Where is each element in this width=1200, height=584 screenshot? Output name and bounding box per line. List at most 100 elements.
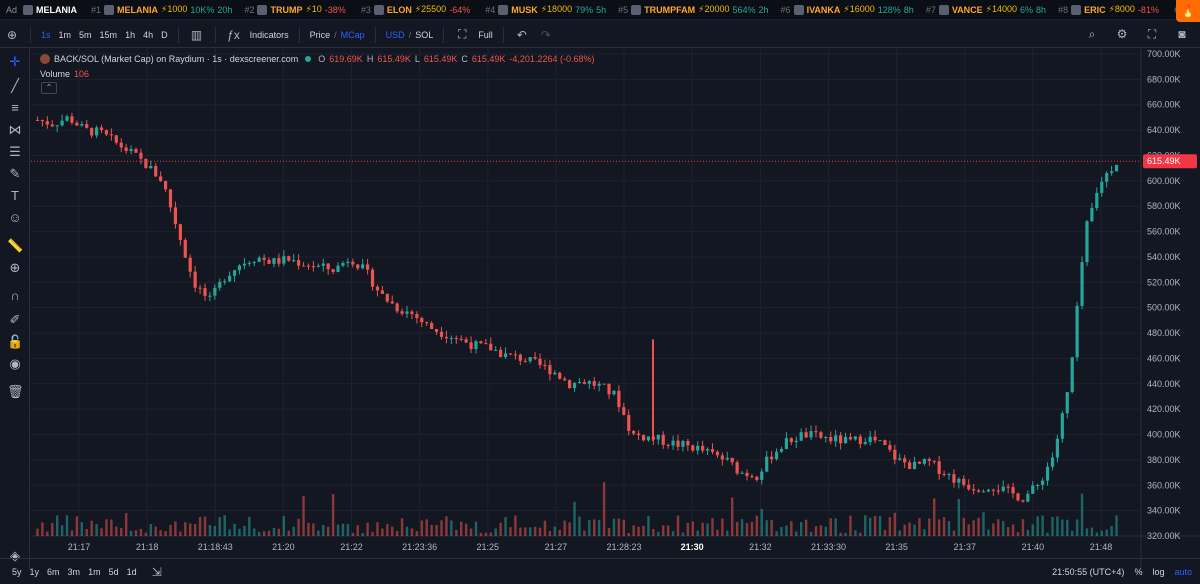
fire-icon[interactable]: 🔥 — [1176, 0, 1200, 22]
layers-icon[interactable]: ◈ — [10, 548, 20, 563]
ticker-item[interactable]: #1 MELANIA ⚡1000 10K% 20h — [91, 4, 232, 15]
trendline-icon[interactable]: ╱ — [11, 78, 19, 93]
volume-bar — [706, 523, 709, 536]
x-tick-label: 21:48 — [1090, 542, 1113, 552]
candle-body — [779, 449, 784, 452]
volume-bar — [647, 515, 650, 536]
fullscreen-expand-icon[interactable]: ⛶ — [1147, 26, 1157, 41]
horizontal-lines-icon[interactable]: ≡ — [11, 100, 19, 115]
interval-button[interactable]: 4h — [143, 29, 154, 40]
fib-icon[interactable]: ☰ — [9, 144, 21, 159]
range-button[interactable]: 5d — [108, 566, 119, 577]
ticker-item[interactable]: #8 ERIC ⚡8000 -81% — [1058, 4, 1162, 15]
range-button[interactable]: 1m — [88, 566, 101, 577]
candle-body — [336, 265, 340, 272]
volume-bar — [95, 524, 98, 536]
undo-icon[interactable]: ↶ — [516, 27, 527, 42]
candle-body — [932, 460, 936, 462]
ticker-item[interactable]: #3 ELON ⚡25500 -64% — [361, 4, 473, 15]
text-icon[interactable]: T — [11, 188, 19, 203]
candle-body — [898, 458, 902, 460]
candle-body — [553, 372, 557, 375]
redo-icon[interactable]: ↷ — [540, 27, 551, 42]
ruler-icon[interactable]: 📏 — [7, 238, 24, 253]
volume-bar — [302, 495, 305, 536]
candle-body — [1080, 262, 1084, 306]
volume-bar — [1026, 529, 1030, 536]
volume-bar — [189, 523, 192, 536]
interval-button[interactable]: 1h — [125, 29, 136, 40]
interval-button[interactable]: D — [161, 29, 168, 40]
search-icon[interactable]: ⌕ — [1088, 26, 1096, 41]
candle-body — [627, 414, 631, 431]
featured-token[interactable]: MELANIA — [23, 4, 77, 15]
volume-bar — [775, 531, 778, 536]
indicators-icon[interactable]: ƒx — [227, 27, 240, 42]
ticker-item[interactable]: #6 IVANKA ⚡16000 128% 8h — [781, 4, 914, 15]
ticker-age: 8h — [903, 4, 914, 15]
ticker-item[interactable]: #7 VANCE ⚡14000 6% 8h — [926, 4, 1046, 15]
range-button[interactable]: 5y — [12, 566, 22, 577]
add-symbol-icon[interactable]: ⊕ — [6, 27, 18, 42]
candle-body — [632, 430, 636, 434]
percent-toggle[interactable]: % — [1134, 566, 1143, 577]
ticker-rank: #6 — [780, 4, 791, 15]
candle-body — [799, 432, 803, 441]
log-toggle[interactable]: log — [1152, 566, 1165, 577]
interval-button[interactable]: 5m — [79, 29, 92, 40]
zoom-in-icon[interactable]: ⊕ — [9, 260, 21, 275]
lock-drawing-icon[interactable]: ✐ — [9, 312, 21, 327]
ticker-rank: #7 — [925, 4, 936, 15]
ticker-boost: ⚡16000 — [843, 4, 875, 14]
mcap-toggle[interactable]: MCap — [340, 29, 365, 40]
pattern-icon[interactable]: ⋈ — [8, 122, 22, 137]
volume-bar — [110, 519, 113, 536]
candle-body — [587, 381, 591, 384]
crosshair-icon[interactable]: ✛ — [9, 54, 21, 69]
candle-body — [710, 449, 715, 452]
full-button[interactable]: Full — [478, 29, 493, 40]
sol-toggle[interactable]: SOL — [415, 29, 434, 40]
range-button[interactable]: 1d — [126, 566, 137, 577]
ticker-item[interactable]: #5 TRUMPFAM ⚡20000 564% 2h — [618, 4, 769, 15]
interval-button[interactable]: 1s — [41, 29, 51, 40]
volume-bar — [558, 529, 561, 536]
ticker-age: 2h — [758, 4, 769, 15]
interval-button[interactable]: 15m — [99, 29, 118, 40]
volume-bar — [60, 525, 64, 536]
range-button[interactable]: 3m — [67, 566, 81, 577]
auto-toggle[interactable]: auto — [1174, 566, 1192, 577]
price-chart[interactable]: 700.00K680.00K660.00K640.00K620.00K600.0… — [31, 48, 1200, 570]
settings-gear-icon[interactable]: ⚙ — [1116, 27, 1128, 41]
volume-bar — [578, 516, 581, 536]
candle-body — [124, 147, 128, 152]
ticker-rank: #5 — [618, 4, 629, 15]
collapse-legend-button[interactable]: ⌃ — [41, 82, 57, 94]
volume-bar — [336, 524, 340, 536]
volume-bar — [676, 515, 680, 536]
magnet-icon[interactable]: ∩ — [10, 288, 20, 303]
range-button[interactable]: 6m — [47, 566, 60, 577]
interval-button[interactable]: 1m — [58, 29, 72, 40]
range-button[interactable]: 1y — [29, 566, 40, 577]
eye-icon[interactable]: ◉ — [9, 356, 21, 371]
brush-icon[interactable]: ✎ — [9, 166, 21, 181]
lock-icon[interactable]: 🔓 — [7, 334, 24, 349]
divider — [298, 26, 300, 43]
fullscreen-icon[interactable]: ⛶ — [458, 27, 467, 41]
candle-body — [306, 265, 311, 267]
ticker-item[interactable]: #4 MUSK ⚡18000 79% 5h — [485, 4, 606, 15]
emoji-icon[interactable]: ☺ — [8, 210, 22, 225]
usd-toggle[interactable]: USD — [385, 29, 405, 40]
trash-icon[interactable]: 🗑 — [7, 384, 24, 399]
ticker-item[interactable]: #2 TRUMP ⚡10 -38% — [244, 4, 348, 15]
candles-icon[interactable]: ▥ — [190, 27, 203, 42]
volume-bar — [174, 521, 177, 536]
candle-body — [592, 381, 596, 386]
ticker-symbol: VANCE — [951, 4, 983, 15]
volume-bar — [1046, 532, 1049, 536]
price-toggle[interactable]: Price — [309, 29, 331, 40]
date-range-icon[interactable]: ⇲ — [151, 564, 162, 579]
camera-icon[interactable]: ◙ — [1178, 27, 1186, 41]
indicators-button[interactable]: Indicators — [249, 29, 289, 40]
